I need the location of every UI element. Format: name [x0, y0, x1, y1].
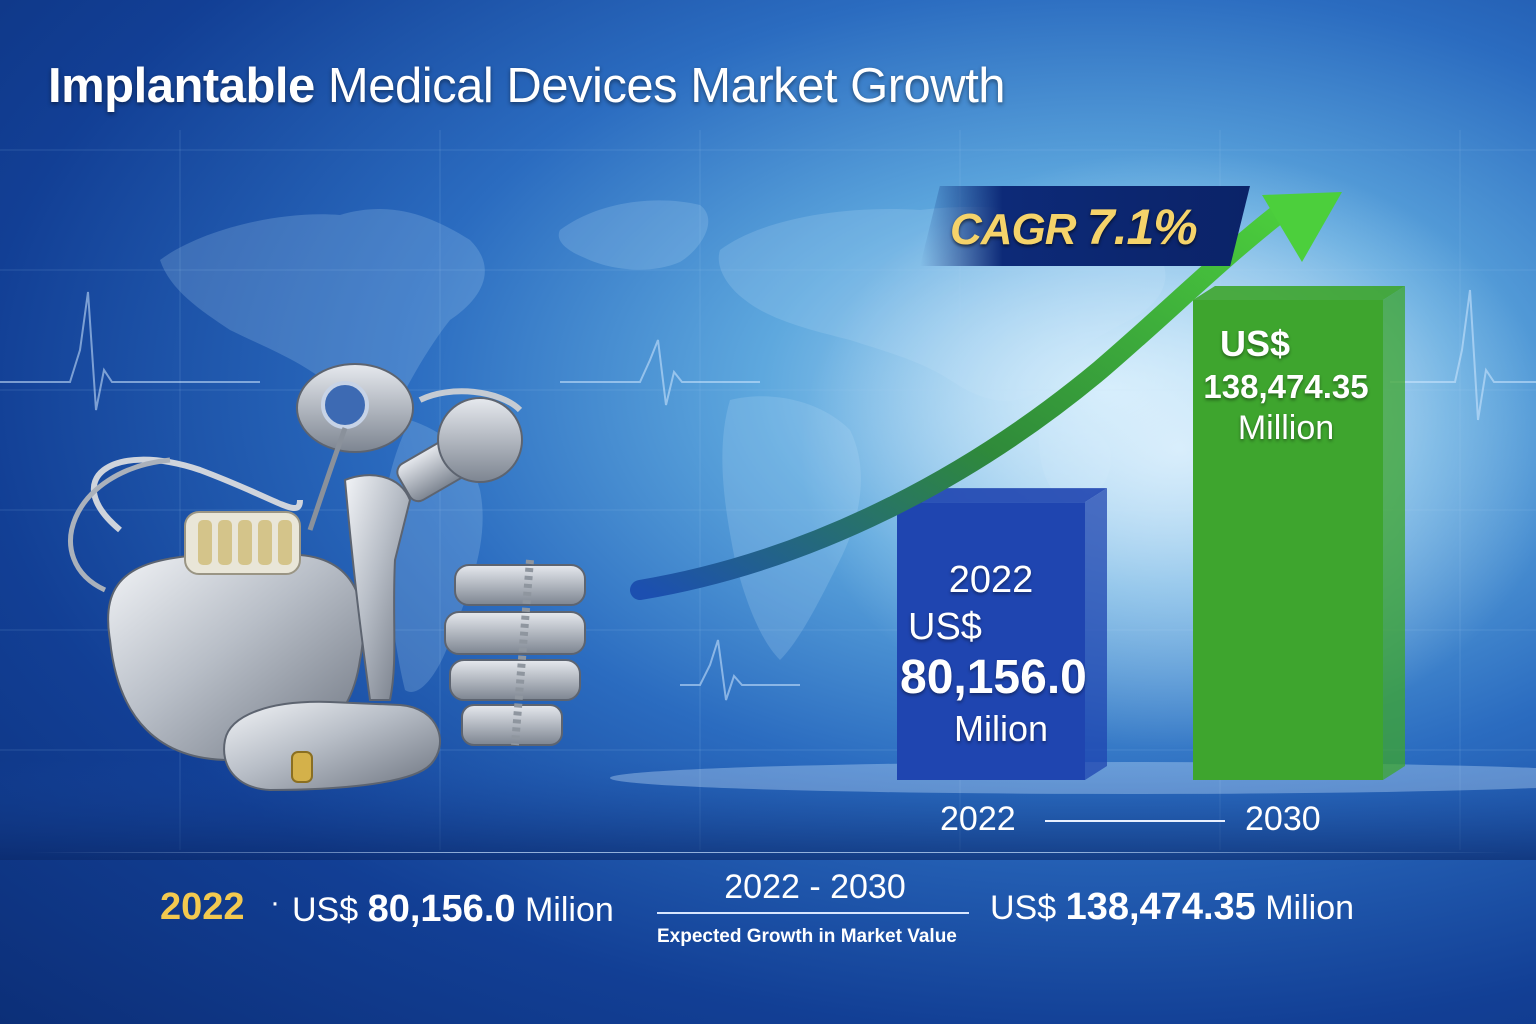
bar-top-2030	[1193, 286, 1405, 300]
summary-start-year: 2022	[160, 886, 245, 928]
cagr-banner	[920, 186, 1250, 266]
bar-label-2022-year: 2022	[948, 559, 1034, 601]
bar-label-2022-unit: Milion	[953, 708, 1049, 749]
bar-side-2030	[1383, 286, 1405, 780]
spinal-implant	[444, 564, 586, 746]
hip-implant	[343, 474, 412, 701]
summary-end-prefix: US$	[990, 889, 1057, 927]
growth-arrow-head	[1262, 192, 1342, 262]
bar-label-2022-amount: 80,156.0	[900, 651, 1087, 704]
summary-range-line	[657, 912, 969, 914]
summary-start-unit: Milion	[524, 891, 614, 929]
x-tick-2022: 2022	[940, 800, 1016, 838]
summary-caption: Expected Growth in Market Value	[657, 926, 957, 947]
title-rest: Medical Devices Market Growth	[327, 59, 1006, 113]
summary-start-value: US$ 80,156.0 Milion	[292, 888, 614, 931]
bar-label-2030-currency: US$	[1220, 323, 1291, 364]
bar-front-2022	[897, 502, 1085, 780]
title-strong-part: Implantable	[48, 59, 315, 113]
summary-start-number: 80,156.0	[367, 888, 516, 930]
summary-start-prefix: US$	[292, 891, 359, 929]
summary-range: 2022 - 2030	[724, 868, 906, 906]
summary-dot: ·	[270, 886, 280, 919]
bar-top-2022	[897, 488, 1107, 503]
bar-label-2030-unit: Million	[1237, 409, 1335, 447]
divider	[30, 852, 1510, 853]
summary-end-value: US$ 138,474.35 Milion	[990, 886, 1354, 929]
bar-label-2022: 2022 US$ 80,156.0 Milion	[900, 556, 1087, 752]
page-title: Implantable Medical Devices Market Growt…	[48, 58, 1006, 114]
summary-end-unit: Milion	[1265, 889, 1355, 927]
bar-side-2022	[1085, 488, 1107, 780]
x-tick-2030: 2030	[1245, 800, 1321, 838]
bar-2022	[897, 488, 1107, 780]
neurostimulator	[223, 700, 441, 792]
x-axis-connector	[1045, 820, 1225, 822]
bar-label-2030: US$ 138,474.35 Million	[1194, 322, 1378, 448]
cagr-value: 7.1%	[1086, 199, 1198, 255]
summary-end-number: 138,474.35	[1065, 886, 1256, 928]
bar-front-2030	[1193, 300, 1383, 780]
bar-label-2022-currency: US$	[908, 606, 982, 648]
bar-label-2030-amount: 138,474.35	[1203, 368, 1369, 405]
cagr-label-text: CAGR	[950, 205, 1077, 254]
heartbeat-lines	[0, 289, 1536, 701]
cagr-label: CAGR 7.1%	[950, 198, 1210, 258]
bar-2030	[1193, 286, 1405, 780]
